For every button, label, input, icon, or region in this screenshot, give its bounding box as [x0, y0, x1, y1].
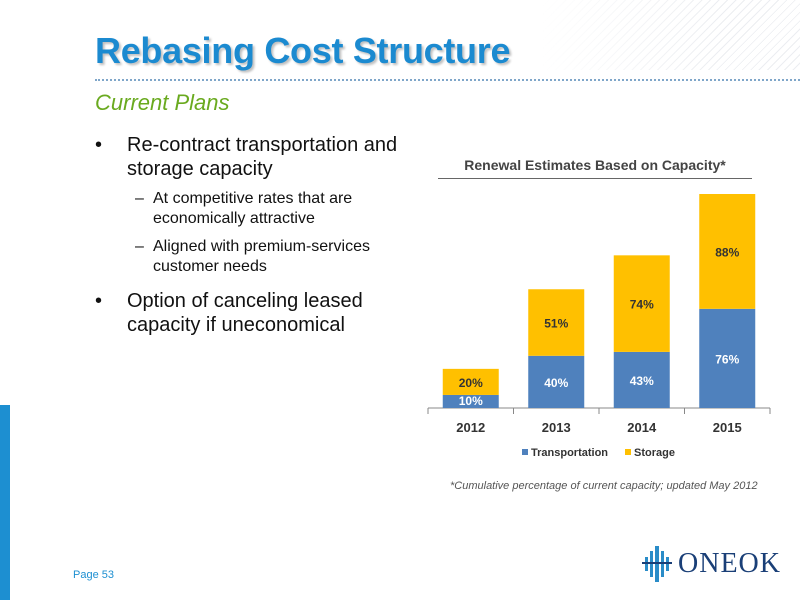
chart-title: Renewal Estimates Based on Capacity* [464, 157, 726, 173]
transportation-data-label: 10% [459, 394, 483, 408]
legend-storage-label: Storage [634, 447, 675, 459]
page-subtitle: Current Plans [95, 90, 230, 115]
x-tick-label: 2013 [542, 420, 571, 435]
transportation-bar [528, 355, 585, 408]
sub-bullet-text: Aligned with premium-services customer n… [153, 238, 370, 275]
storage-data-label: 51% [544, 317, 568, 331]
transportation-data-label: 43% [630, 374, 654, 388]
storage-bar [699, 194, 756, 309]
transportation-bar [442, 394, 499, 408]
storage-bar [442, 368, 499, 395]
transportation-data-label: 40% [544, 376, 568, 390]
storage-data-label: 74% [630, 298, 654, 312]
company-logo: ONEOK [642, 545, 781, 583]
chart-footnote: *Cumulative percentage of current capaci… [450, 480, 758, 492]
transportation-bar [699, 308, 756, 408]
stacked-bar-chart: 10% 20% 2012 40% 51% 2013 43% 74% 2014 76% 88% 2015… [427, 194, 771, 459]
legend-transportation-label: Transportation [531, 447, 608, 459]
storage-data-label: 88% [715, 245, 739, 259]
oneok-diamond-icon [642, 546, 672, 582]
x-tick-label: 2012 [456, 420, 485, 435]
bullet-dot-icon: • [95, 134, 103, 156]
bullet-list: • Re-contract transportation and storage… [95, 133, 415, 337]
legend-transportation-swatch [522, 449, 528, 455]
legend-storage-swatch [625, 449, 631, 455]
x-tick-label: 2015 [713, 420, 742, 435]
sub-bullet-item: – At competitive rates that are economic… [95, 189, 415, 229]
transportation-data-label: 76% [715, 352, 739, 366]
bullet-dot-icon: • [95, 290, 103, 312]
left-accent-bar [0, 405, 10, 600]
page-title: Rebasing Cost Structure [95, 30, 511, 71]
dash-icon: – [135, 190, 144, 207]
transportation-bar [613, 351, 670, 408]
logo-text: ONEOK [678, 548, 781, 579]
storage-bar [613, 255, 670, 352]
storage-bar [528, 289, 585, 356]
bullet-text: Option of canceling leased capacity if u… [127, 290, 363, 336]
page-number: Page 53 [73, 569, 114, 581]
dash-icon: – [135, 238, 144, 255]
x-tick-label: 2014 [627, 420, 657, 435]
corner-hatch-decoration [540, 0, 800, 70]
chart-title-rule [438, 178, 752, 179]
bullet-item: • Re-contract transportation and storage… [95, 133, 415, 181]
bullet-text: Re-contract transportation and storage c… [127, 134, 398, 180]
bullet-item: • Option of canceling leased capacity if… [95, 289, 415, 337]
title-divider [95, 79, 800, 81]
storage-data-label: 20% [459, 376, 483, 390]
sub-bullet-text: At competitive rates that are economical… [153, 190, 353, 227]
sub-bullet-item: – Aligned with premium-services customer… [95, 237, 415, 277]
